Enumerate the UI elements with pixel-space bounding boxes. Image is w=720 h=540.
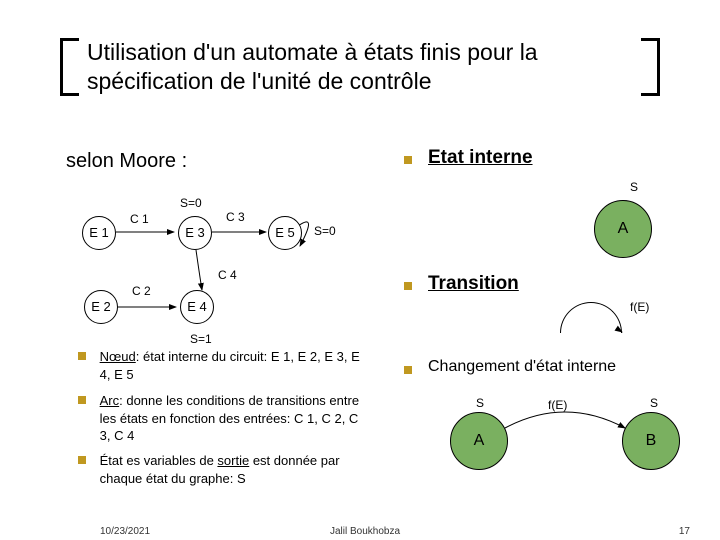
bottom-S-right: S: [650, 396, 658, 410]
bottom-S-left: S: [476, 396, 484, 410]
bullet-arc: Arc: donne les conditions de transitions…: [78, 392, 378, 445]
bullet-etat: État es variables de sortie est donnée p…: [78, 452, 378, 487]
bullet-icon: [404, 152, 422, 168]
bullet-icon: [78, 396, 86, 404]
sortie-label: sortie: [217, 453, 249, 468]
heading-transition: Transition: [428, 273, 519, 295]
label-C2: C 2: [132, 284, 151, 298]
label-C1: C 1: [130, 212, 149, 226]
state-B-bottom: B: [622, 412, 680, 470]
noeud-label: Nœud: [100, 349, 136, 364]
label-S0-top: S=0: [180, 196, 202, 210]
label-S: S: [630, 180, 638, 194]
arc-label: Arc: [100, 393, 120, 408]
label-C3: C 3: [226, 210, 245, 224]
state-E4: E 4: [180, 290, 214, 324]
state-E1-label: E 1: [89, 225, 109, 240]
title-bracket-left: [60, 38, 79, 96]
label-S0-right: S=0: [314, 224, 336, 238]
state-E5: E 5: [268, 216, 302, 250]
state-B-bottom-label: B: [646, 432, 657, 449]
bullet-icon: [78, 352, 86, 360]
transition-arc: [560, 302, 622, 333]
arc-text: : donne les conditions de transitions en…: [100, 393, 359, 443]
state-E2-label: E 2: [91, 299, 111, 314]
state-E3: E 3: [178, 216, 212, 250]
footer-date: 10/23/2021: [100, 526, 150, 537]
title-bracket-right: [641, 38, 660, 96]
heading-changement: Changement d'état interne: [428, 358, 616, 376]
state-A-bottom: A: [450, 412, 508, 470]
state-E5-label: E 5: [275, 225, 295, 240]
subtitle: selon Moore :: [66, 150, 187, 173]
state-A-label: A: [618, 220, 629, 237]
state-A-bottom-label: A: [474, 432, 485, 449]
label-C4: C 4: [218, 268, 237, 282]
state-E3-label: E 3: [185, 225, 205, 240]
slide-title-frame: Utilisation d'un automate à états finis …: [60, 38, 660, 96]
label-S1: S=1: [190, 332, 212, 346]
state-E1: E 1: [82, 216, 116, 250]
state-E2: E 2: [84, 290, 118, 324]
footer-author: Jalil Boukhobza: [330, 526, 400, 537]
heading-etat-interne: Etat interne: [428, 147, 533, 169]
bullet-icon: [78, 456, 86, 464]
label-fE: f(E): [630, 300, 649, 314]
bullet-noeud: Nœud: état interne du circuit: E 1, E 2,…: [78, 348, 378, 383]
bullet-icon: [404, 278, 422, 294]
noeud-text: : état interne du circuit: E 1, E 2, E 3…: [100, 349, 360, 382]
state-A: A: [594, 200, 652, 258]
etat-text-a: État es variables de: [100, 453, 218, 468]
bottom-fE: f(E): [548, 398, 567, 412]
state-E4-label: E 4: [187, 299, 207, 314]
footer-page: 17: [679, 526, 690, 537]
bullet-icon: [404, 362, 422, 378]
slide-title: Utilisation d'un automate à états finis …: [79, 38, 641, 96]
